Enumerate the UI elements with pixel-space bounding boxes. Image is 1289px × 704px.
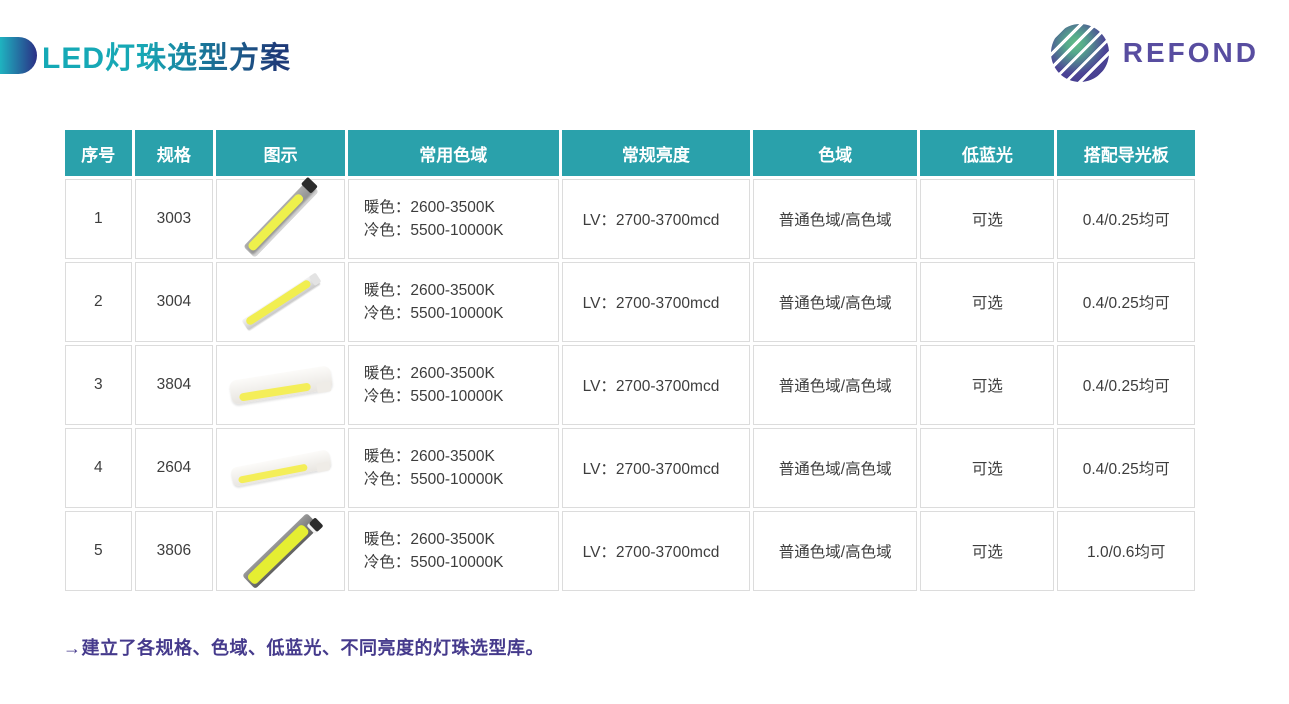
header-spec: 规格 [134,130,214,176]
cell-light-guide: 0.4/0.25均可 [1057,345,1195,425]
cold-gamut: 冷色：5500-10000K [363,554,504,571]
led-photo-3806 [220,512,342,590]
header-light-guide: 搭配导光板 [1057,130,1195,176]
title-bullet-shape [0,37,37,74]
cell-image [216,345,345,425]
cell-image [216,511,345,591]
led-photo-3804 [220,349,342,421]
cell-common-gamut: 暖色：2600-3500K 冷色：5500-10000K [347,262,559,342]
table-row: 2 3004 暖色：2600-3500K 冷色：5500-10000K LV：2… [65,262,1195,342]
cold-gamut: 冷色：5500-10000K [363,388,504,405]
cell-brightness: LV：2700-3700mcd [561,428,751,508]
table-row: 5 3806 暖色：2600-3500K 冷色：5500-10000K LV：2… [65,511,1195,591]
led-body [228,365,333,405]
led-emitter-stripe [237,463,308,484]
page-title: LED灯珠选型方案 [42,33,291,77]
header-brightness: 常规亮度 [561,130,751,176]
cell-index: 3 [65,345,132,425]
cell-spec: 3806 [134,511,214,591]
cell-low-blue: 可选 [920,511,1055,591]
led-body [229,449,332,487]
table-row: 1 3003 暖色：2600-3500K 冷色：5500-10000K LV：2… [65,176,1195,259]
cell-gamut: 普通色域/高色域 [753,179,918,259]
warm-gamut: 暖色：2600-3500K [363,198,495,216]
cell-low-blue: 可选 [920,345,1055,425]
table-row: 4 2604 暖色：2600-3500K 冷色：5500-10000K LV：2… [65,428,1195,508]
led-photo-3003 [220,176,342,258]
cell-low-blue: 可选 [920,262,1055,342]
cell-brightness: LV：2700-3700mcd [561,345,751,425]
led-emitter-stripe [246,192,305,253]
cold-gamut: 冷色：5500-10000K [363,222,504,239]
cell-light-guide: 0.4/0.25均可 [1057,428,1195,508]
cell-common-gamut: 暖色：2600-3500K 冷色：5500-10000K [347,179,559,259]
cell-index: 5 [65,511,132,591]
led-emitter-stripe [245,523,310,586]
header-image: 图示 [216,130,345,176]
led-body [241,512,324,590]
cell-spec: 3804 [134,345,214,425]
refond-logo: REFOND [1050,24,1259,82]
led-end-cap [315,461,330,473]
table-header-row: 序号 规格 图示 常用色域 常规亮度 色域 低蓝光 搭配导光板 [65,130,1195,176]
warm-gamut: 暖色：2600-3500K [363,447,495,465]
led-end-cap [300,176,318,194]
cell-common-gamut: 暖色：2600-3500K 冷色：5500-10000K [347,345,559,425]
summary-note: →建立了各规格、色域、低蓝光、不同亮度的灯珠选型库。 [63,638,544,658]
led-body [242,176,319,258]
cell-gamut: 普通色域/高色域 [753,511,918,591]
led-emitter-stripe [238,382,311,402]
globe-icon [1050,24,1109,82]
cell-index: 4 [65,428,132,508]
led-body [241,272,322,331]
cell-gamut: 普通色域/高色域 [753,345,918,425]
cell-brightness: LV：2700-3700mcd [561,511,751,591]
cell-light-guide: 0.4/0.25均可 [1057,262,1195,342]
led-spec-table: 序号 规格 图示 常用色域 常规亮度 色域 低蓝光 搭配导光板 1 3003 [62,127,1198,594]
led-photo-3004 [220,266,342,338]
cell-spec: 3003 [134,179,214,259]
cell-light-guide: 1.0/0.6均可 [1057,511,1195,591]
warm-gamut: 暖色：2600-3500K [363,530,495,548]
cell-image [216,428,345,508]
cell-image [216,176,345,259]
cell-index: 1 [65,179,132,259]
cell-low-blue: 可选 [920,428,1055,508]
cold-gamut: 冷色：5500-10000K [363,305,504,322]
cell-spec: 2604 [134,428,214,508]
cold-gamut: 冷色：5500-10000K [363,471,504,488]
cell-brightness: LV：2700-3700mcd [561,262,751,342]
led-photo-2604 [220,432,342,504]
cell-gamut: 普通色域/高色域 [753,262,918,342]
header-common-gamut: 常用色域 [347,130,559,176]
led-emitter-stripe [244,278,312,327]
led-end-cap [315,381,332,394]
cell-common-gamut: 暖色：2600-3500K 冷色：5500-10000K [347,428,559,508]
header-index: 序号 [65,130,132,176]
logo-text: REFOND [1122,37,1259,68]
cell-brightness: LV：2700-3700mcd [561,179,751,259]
table-row: 3 3804 暖色：2600-3500K 冷色：5500-10000K LV：2… [65,345,1195,425]
header-low-blue: 低蓝光 [920,130,1055,176]
cell-gamut: 普通色域/高色域 [753,428,918,508]
led-end-cap [308,517,324,533]
cell-spec: 3004 [134,262,214,342]
cell-image [216,262,345,342]
cell-light-guide: 0.4/0.25均可 [1057,179,1195,259]
warm-gamut: 暖色：2600-3500K [363,281,495,299]
cell-common-gamut: 暖色：2600-3500K 冷色：5500-10000K [347,511,559,591]
cell-index: 2 [65,262,132,342]
header-gamut: 色域 [753,130,918,176]
cell-low-blue: 可选 [920,179,1055,259]
warm-gamut: 暖色：2600-3500K [363,364,495,382]
